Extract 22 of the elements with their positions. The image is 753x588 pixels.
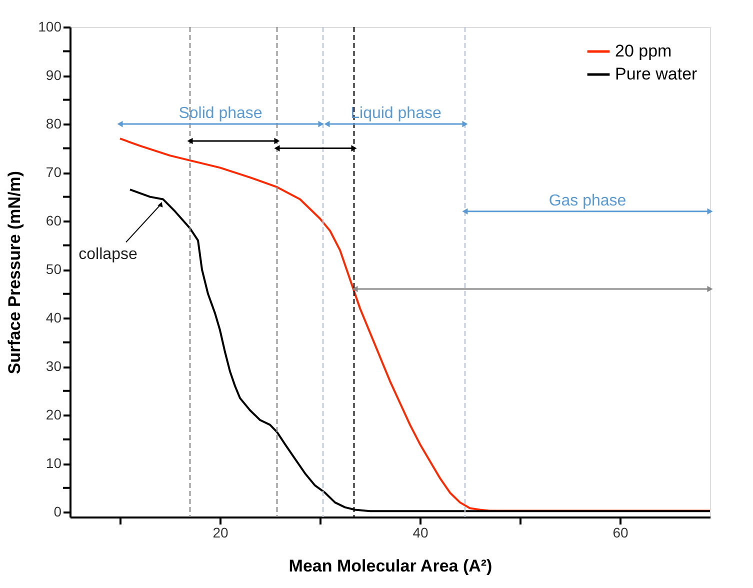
y-axis-title: Surface Pressure (mN/m) xyxy=(5,170,24,374)
y-tick-label: 60 xyxy=(46,212,62,229)
y-tick-label: 90 xyxy=(46,67,62,84)
legend-label: Pure water xyxy=(615,64,698,84)
y-tick-label: 40 xyxy=(46,310,62,326)
y-tick-label: 50 xyxy=(46,261,62,278)
legend-label: 20 ppm xyxy=(615,42,672,60)
annotation: collapse xyxy=(78,246,138,264)
x-tick-label: 20 xyxy=(212,524,228,540)
y-tick-label: 0 xyxy=(54,504,62,520)
x-tick-label: 40 xyxy=(412,524,428,540)
y-tick-label: 80 xyxy=(46,116,62,132)
x-tick-label: 60 xyxy=(612,524,628,540)
series-label: Gas phase xyxy=(548,192,626,210)
y-tick-label: 100 xyxy=(38,18,62,34)
y-tick-label: 20 xyxy=(46,406,62,423)
y-tick-label: 10 xyxy=(46,455,62,472)
series-label: Liquid phase xyxy=(350,105,442,122)
series-label: Solid phase xyxy=(178,105,262,122)
y-tick-label: 30 xyxy=(46,358,62,374)
x-axis-title: Mean Molecular Area (A²) xyxy=(288,556,492,576)
y-tick-label: 70 xyxy=(46,164,62,180)
